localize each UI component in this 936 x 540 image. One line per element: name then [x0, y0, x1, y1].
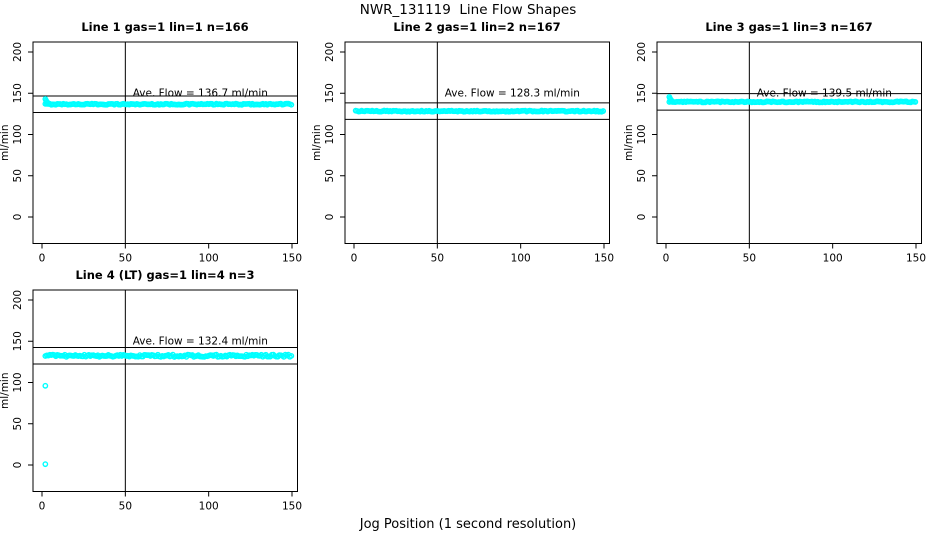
svg-text:150: 150	[282, 253, 302, 265]
svg-text:Ave. Flow = 136.7 ml/min: Ave. Flow = 136.7 ml/min	[133, 87, 268, 99]
svg-text:100: 100	[823, 253, 843, 265]
subplot-title: Line 3 gas=1 lin=3 n=167	[705, 20, 872, 34]
svg-text:50: 50	[119, 253, 132, 265]
subplot-line-1-canvas: Line 1 gas=1 lin=1 n=166 0 50 100 150 0 50 100…	[0, 20, 302, 265]
svg-text:0: 0	[636, 214, 648, 221]
svg-text:Ave. Flow = 132.4 ml/min: Ave. Flow = 132.4 ml/min	[133, 335, 268, 347]
svg-text:100: 100	[324, 124, 336, 144]
svg-text:Ave. Flow = 128.3 ml/min: Ave. Flow = 128.3 ml/min	[445, 87, 580, 99]
svg-text:150: 150	[324, 83, 336, 103]
svg-text:ml/min: ml/min	[624, 125, 635, 161]
svg-text:ml/min: ml/min	[0, 125, 11, 161]
svg-text:200: 200	[12, 42, 24, 62]
svg-text:50: 50	[431, 253, 444, 265]
svg-text:0: 0	[663, 253, 670, 265]
svg-text:150: 150	[282, 501, 302, 513]
svg-text:50: 50	[12, 417, 24, 430]
svg-text:0: 0	[12, 214, 24, 221]
svg-text:50: 50	[636, 169, 648, 182]
svg-text:50: 50	[119, 501, 132, 513]
svg-text:0: 0	[39, 501, 46, 513]
subplot-line-2: Line 2 gas=1 lin=2 n=167 0 50 100 150 0 50 100…	[311, 18, 624, 268]
svg-text:200: 200	[324, 42, 336, 62]
svg-text:50: 50	[743, 253, 756, 265]
svg-text:100: 100	[636, 124, 648, 144]
subplot-line-4-canvas: Line 4 (LT) gas=1 lin=4 n=3 0 50 100 150 0 50…	[0, 268, 302, 513]
subplot-line-3-canvas: Line 3 gas=1 lin=3 n=167 0 50 100 150 0 50 100…	[623, 20, 926, 265]
subplot-line-4: Line 4 (LT) gas=1 lin=4 n=3 0 50 100 150 0 50…	[0, 266, 312, 516]
subplot-line-3: Line 3 gas=1 lin=3 n=167 0 50 100 150 0 50 100…	[623, 18, 936, 268]
svg-text:100: 100	[511, 253, 531, 265]
svg-text:150: 150	[594, 253, 614, 265]
svg-text:100: 100	[12, 372, 24, 392]
svg-text:Ave. Flow = 139.5 ml/min: Ave. Flow = 139.5 ml/min	[757, 87, 892, 99]
svg-text:0: 0	[324, 214, 336, 221]
svg-text:200: 200	[12, 290, 24, 310]
subplot-title: Line 2 gas=1 lin=2 n=167	[393, 20, 560, 34]
svg-text:ml/min: ml/min	[0, 373, 11, 409]
svg-text:ml/min: ml/min	[312, 125, 323, 161]
svg-text:150: 150	[906, 253, 926, 265]
svg-text:100: 100	[12, 124, 24, 144]
svg-text:150: 150	[636, 83, 648, 103]
figure-x-axis-label: Jog Position (1 second resolution)	[359, 517, 577, 532]
svg-text:150: 150	[12, 331, 24, 351]
svg-text:0: 0	[12, 462, 24, 469]
svg-text:50: 50	[12, 169, 24, 182]
svg-text:200: 200	[636, 42, 648, 62]
figure-title: NWR_131119 Line Flow Shapes	[359, 2, 577, 18]
subplot-line-1: Line 1 gas=1 lin=1 n=166 0 50 100 150 0 50 100…	[0, 18, 312, 268]
subplot-title: Line 1 gas=1 lin=1 n=166	[81, 20, 248, 34]
subplot-line-2-canvas: Line 2 gas=1 lin=2 n=167 0 50 100 150 0 50 100…	[311, 20, 614, 265]
svg-text:0: 0	[351, 253, 358, 265]
subplot-title: Line 4 (LT) gas=1 lin=4 n=3	[75, 268, 254, 282]
svg-text:50: 50	[324, 169, 336, 182]
svg-text:0: 0	[39, 253, 46, 265]
svg-text:150: 150	[12, 83, 24, 103]
svg-text:100: 100	[199, 501, 219, 513]
svg-text:100: 100	[199, 253, 219, 265]
